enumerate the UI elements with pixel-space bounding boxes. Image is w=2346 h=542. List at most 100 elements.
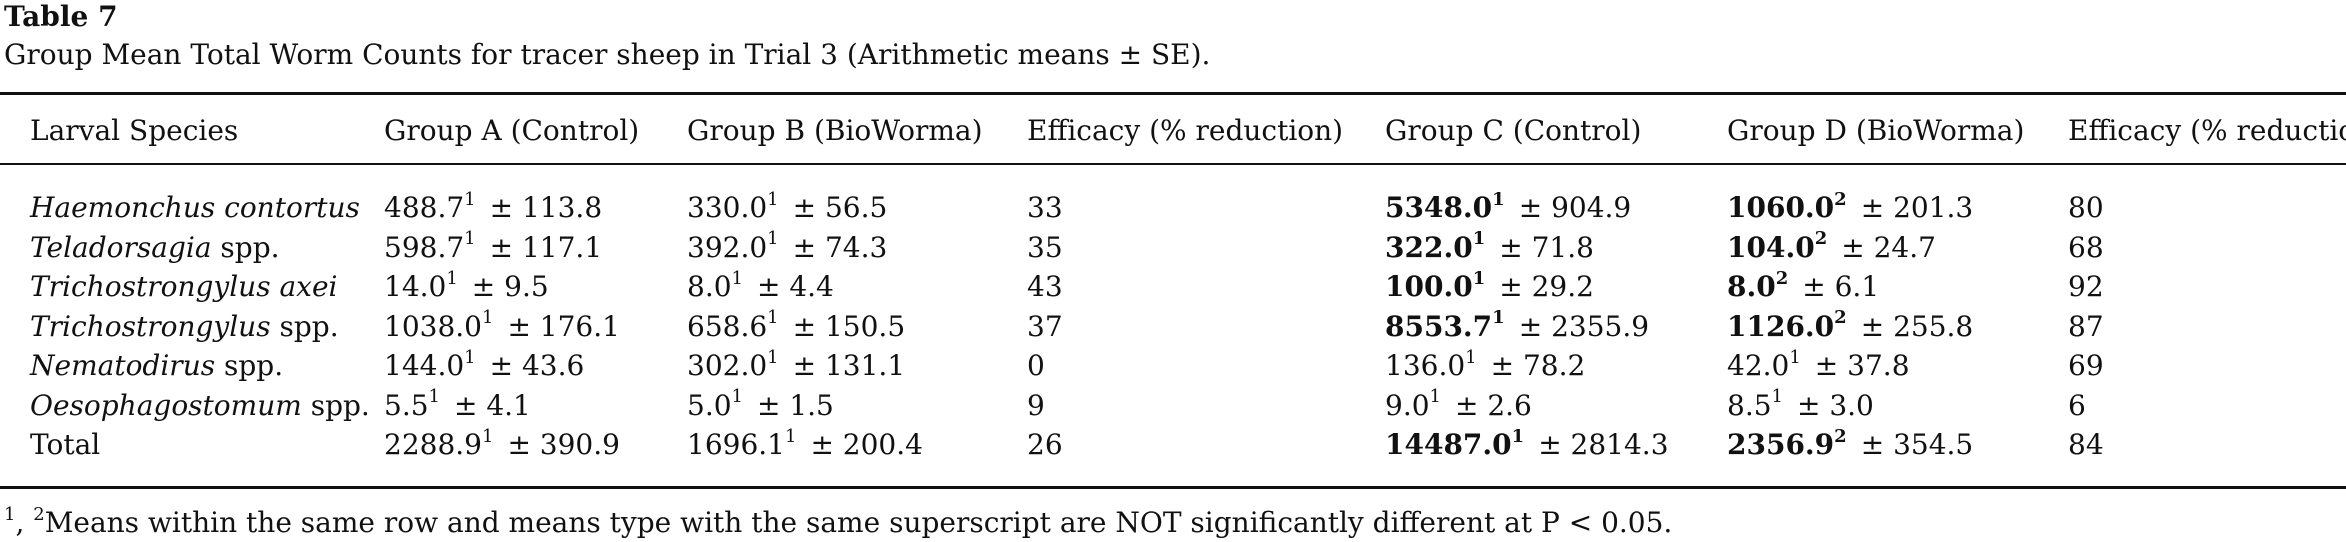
header-larval-species: Larval Species bbox=[30, 114, 239, 147]
standard-error: ± 131.1 bbox=[792, 349, 906, 382]
mean-value: 1060.0 bbox=[1727, 191, 1835, 224]
species-suffix: spp. bbox=[211, 230, 280, 264]
mean-value: 1126.0 bbox=[1727, 309, 1835, 343]
header-group-b: Group B (BioWorma) bbox=[687, 114, 983, 147]
mean-value: 392.0 bbox=[687, 230, 768, 264]
species-cell: Trichostrongylus spp. bbox=[30, 307, 339, 347]
standard-error: ± 904.9 bbox=[1518, 191, 1632, 224]
header-efficacy-2: Efficacy (% reduction bbox=[2068, 114, 2346, 147]
group-d-cell: 8.51 ± 3.0 bbox=[1727, 386, 1874, 426]
table-row: Haemonchus contortus 488.71 ± 113.8 330.01 ±… bbox=[0, 188, 2346, 228]
group-c-cell: 136.01 ± 78.2 bbox=[1385, 346, 1585, 386]
mean-value: 598.7 bbox=[384, 230, 465, 264]
table-row: Oesophagostomum spp. 5.51 ± 4.1 5.01 ± 1.5 9 9… bbox=[0, 386, 2346, 426]
top-rule bbox=[0, 92, 2346, 95]
mean-value: 144.0 bbox=[384, 349, 465, 382]
superscript: 1 bbox=[1429, 386, 1441, 408]
standard-error: ± 2355.9 bbox=[1518, 309, 1650, 343]
superscript: 1 bbox=[1771, 386, 1783, 408]
group-b-cell: 5.01 ± 1.5 bbox=[687, 386, 834, 426]
standard-error: ± 117.1 bbox=[489, 230, 603, 264]
species-name: Oesophagostomum bbox=[30, 388, 302, 422]
table-row: Total 2288.91 ± 390.9 1696.11 ± 200.4 26 14487… bbox=[0, 425, 2346, 465]
group-a-cell: 2288.91 ± 390.9 bbox=[384, 425, 620, 465]
mean-value: 488.7 bbox=[384, 191, 465, 224]
standard-error: ± 4.1 bbox=[453, 388, 531, 422]
table-row: Trichostrongylus spp. 1038.01 ± 176.1 658.6… bbox=[0, 307, 2346, 347]
standard-error: ± 255.8 bbox=[1860, 309, 1974, 343]
superscript: 2 bbox=[1834, 188, 1847, 210]
superscript: 2 bbox=[1814, 228, 1828, 250]
species-name: Haemonchus contortus bbox=[30, 191, 360, 224]
standard-error: ± 390.9 bbox=[507, 428, 620, 461]
mean-value: 658.6 bbox=[687, 309, 768, 343]
superscript: 2 bbox=[1834, 307, 1847, 329]
superscript: 1 bbox=[1492, 188, 1505, 210]
standard-error: ± 3.0 bbox=[1796, 388, 1874, 422]
superscript: 1 bbox=[481, 307, 494, 329]
group-b-cell: 392.01 ± 74.3 bbox=[687, 228, 887, 268]
efficacy-2-cell: 68 bbox=[2068, 230, 2104, 264]
mean-value: 5348.0 bbox=[1385, 191, 1493, 224]
standard-error: ± 78.2 bbox=[1490, 349, 1586, 382]
efficacy-2-cell: 80 bbox=[2068, 191, 2104, 224]
mean-value: 1696.1 bbox=[687, 428, 785, 461]
standard-error: ± 176.1 bbox=[507, 309, 620, 343]
group-c-cell: 9.01 ± 2.6 bbox=[1385, 386, 1532, 426]
species-suffix: spp. bbox=[270, 309, 339, 343]
mean-value: 8.0 bbox=[687, 270, 732, 303]
efficacy-2-cell: 84 bbox=[2068, 428, 2104, 461]
group-d-cell: 2356.92 ± 354.5 bbox=[1727, 425, 1973, 465]
header-group-d: Group D (BioWorma) bbox=[1727, 114, 2025, 147]
group-b-cell: 658.61 ± 150.5 bbox=[687, 307, 905, 347]
standard-error: ± 71.8 bbox=[1499, 230, 1594, 264]
efficacy-2-cell: 69 bbox=[2068, 349, 2104, 382]
species-cell: Haemonchus contortus bbox=[30, 188, 360, 228]
species-suffix: spp. bbox=[215, 349, 284, 382]
mean-value: 14487.0 bbox=[1385, 428, 1512, 461]
standard-error: ± 354.5 bbox=[1860, 428, 1974, 461]
group-b-cell: 8.01 ± 4.4 bbox=[687, 267, 834, 307]
standard-error: ± 4.4 bbox=[756, 270, 834, 303]
standard-error: ± 6.1 bbox=[1802, 270, 1880, 303]
superscript: 2 bbox=[1834, 425, 1847, 447]
mean-value: 8.0 bbox=[1727, 270, 1776, 303]
superscript: 1 bbox=[784, 425, 797, 447]
species-cell: Teladorsagia spp. bbox=[30, 228, 280, 268]
superscript: 1 bbox=[1472, 267, 1486, 289]
group-c-cell: 5348.01 ± 904.9 bbox=[1385, 188, 1631, 228]
standard-error: ± 2814.3 bbox=[1538, 428, 1669, 461]
species-cell: Total bbox=[30, 425, 100, 465]
species-suffix: Total bbox=[30, 428, 101, 461]
species-cell: Nematodirus spp. bbox=[30, 346, 283, 386]
species-name: Trichostrongylus bbox=[30, 309, 271, 343]
mean-value: 1038.0 bbox=[384, 309, 482, 343]
mean-value: 104.0 bbox=[1727, 230, 1815, 264]
mean-value: 9.0 bbox=[1385, 388, 1430, 422]
superscript: 1 bbox=[767, 228, 779, 250]
species-cell: Trichostrongylus axei bbox=[30, 267, 338, 307]
efficacy-2-cell: 6 bbox=[2068, 388, 2086, 422]
efficacy-2-cell: 92 bbox=[2068, 270, 2104, 303]
group-c-cell: 14487.01 ± 2814.3 bbox=[1385, 425, 1669, 465]
group-a-cell: 488.71 ± 113.8 bbox=[384, 188, 602, 228]
superscript: 1 bbox=[767, 307, 779, 329]
superscript: 1 bbox=[428, 386, 440, 408]
group-d-cell: 104.02 ± 24.7 bbox=[1727, 228, 1936, 268]
group-b-cell: 302.01 ± 131.1 bbox=[687, 346, 905, 386]
superscript: 2 bbox=[1775, 267, 1789, 289]
standard-error: ± 9.5 bbox=[471, 270, 549, 303]
efficacy-1-cell: 43 bbox=[1027, 270, 1063, 303]
bottom-rule bbox=[0, 486, 2346, 489]
standard-error: ± 43.6 bbox=[489, 349, 585, 382]
superscript: 1 bbox=[1472, 228, 1486, 250]
group-d-cell: 8.02 ± 6.1 bbox=[1727, 267, 1879, 307]
mean-value: 14.0 bbox=[384, 270, 447, 303]
efficacy-1-cell: 0 bbox=[1027, 349, 1045, 382]
footnote-text: Means within the same row and means type… bbox=[44, 506, 1673, 539]
species-cell: Oesophagostomum spp. bbox=[30, 386, 370, 426]
table-row: Teladorsagia spp. 598.7 1 ± 117.1 392.01 ± 74… bbox=[0, 228, 2346, 268]
superscript: 1 bbox=[464, 346, 476, 368]
superscript: 1 bbox=[1511, 425, 1525, 447]
efficacy-2-cell: 87 bbox=[2068, 309, 2104, 343]
